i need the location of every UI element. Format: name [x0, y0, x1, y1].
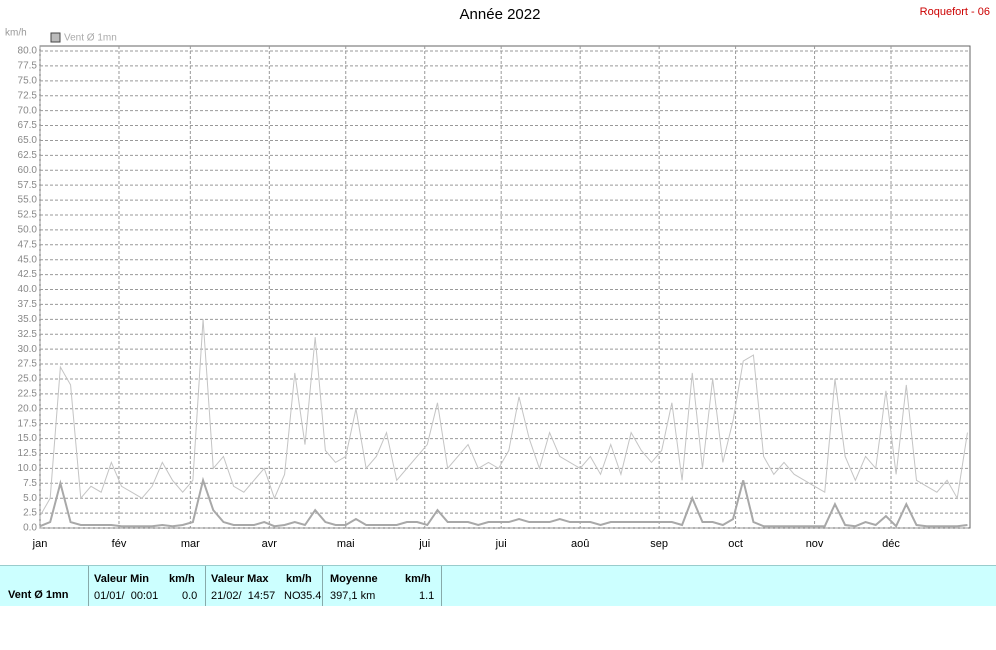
y-tick-label: 5.0 — [23, 493, 37, 504]
y-tick-label: 57.5 — [18, 180, 38, 191]
chart-title: Année 2022 — [460, 6, 541, 23]
y-tick-label: 20.0 — [18, 403, 38, 414]
chart: Année 2022 Roquefort - 06 km/h Vent Ø 1m… — [5, 6, 990, 550]
y-tick-label: 62.5 — [18, 150, 38, 161]
y-tick-label: 65.0 — [18, 135, 38, 146]
min-value: 0.0 — [182, 590, 198, 602]
y-tick-label: 12.5 — [18, 448, 38, 459]
series-line — [39, 476, 968, 528]
y-tick-label: 2.5 — [23, 508, 37, 519]
max-unit: km/h — [286, 573, 312, 585]
x-tick-label: aoû — [571, 538, 589, 550]
y-tick-label: 37.5 — [18, 299, 38, 310]
footer-cell: Moyenne km/h 397,1 km 1.1 — [323, 566, 442, 606]
x-tick-label: sep — [650, 538, 668, 550]
x-tick-label: oct — [728, 538, 743, 550]
x-tick-label: mai — [337, 538, 355, 550]
y-tick-label: 80.0 — [18, 46, 38, 57]
mean-title: Moyenne — [330, 573, 378, 585]
y-tick-label: 10.0 — [18, 463, 38, 474]
mean-value: 1.1 — [419, 590, 435, 602]
footer-cell: Valeur Max km/h 21/02/ 14:57 NO 35.4 — [206, 566, 323, 606]
y-tick-label: 60.0 — [18, 165, 38, 176]
mean-distance: 397,1 km — [330, 590, 376, 602]
y-tick-label: 67.5 — [18, 120, 38, 131]
series-line — [39, 319, 968, 517]
footer-cell: Valeur Min km/h 01/01/ 00:01 0.0 — [89, 566, 206, 606]
y-tick-label: 7.5 — [23, 478, 37, 489]
x-tick-label: jan — [32, 538, 48, 550]
min-title: Valeur Min — [94, 573, 150, 585]
legend-swatch — [50, 32, 61, 43]
y-tick-label: 77.5 — [18, 61, 38, 72]
y-tick-label: 55.0 — [18, 195, 38, 206]
mean-unit: km/h — [405, 573, 431, 585]
y-tick-label: 0.0 — [23, 523, 37, 534]
y-tick-label: 45.0 — [18, 254, 38, 265]
min-unit: km/h — [169, 573, 195, 585]
x-tick-label: mar — [181, 538, 200, 550]
y-tick-label: 47.5 — [18, 239, 38, 250]
x-tick-label: avr — [262, 538, 278, 550]
y-tick-label: 30.0 — [18, 344, 38, 355]
y-tick-label: 27.5 — [18, 359, 38, 370]
x-tick-label: jui — [495, 538, 507, 550]
max-direction: NO — [284, 590, 301, 602]
y-tick-label: 17.5 — [18, 418, 38, 429]
y-tick-label: 52.5 — [18, 210, 38, 221]
legend-label: Vent Ø 1mn — [64, 33, 117, 44]
x-tick-label: jui — [418, 538, 430, 550]
y-tick-label: 40.0 — [18, 284, 38, 295]
x-tick-label: déc — [882, 538, 900, 550]
y-tick-label: 25.0 — [18, 374, 38, 385]
x-tick-label: fév — [112, 538, 127, 550]
plot-frame — [39, 45, 971, 529]
footer: Vent Ø 1mn Valeur Min km/h 01/01/ 00:01 … — [0, 565, 996, 606]
y-tick-label: 50.0 — [18, 225, 38, 236]
y-axis-label: km/h — [5, 28, 27, 39]
x-tick-label: nov — [806, 538, 824, 550]
page: Année 2022 Roquefort - 06 km/h Vent Ø 1m… — [0, 5, 996, 606]
y-tick-label: 15.0 — [18, 433, 38, 444]
y-tick-label: 22.5 — [18, 388, 38, 399]
min-date: 01/01/ 00:01 — [94, 590, 159, 602]
y-tick-label: 70.0 — [18, 105, 38, 116]
y-tick-label: 75.0 — [18, 75, 38, 86]
y-tick-label: 42.5 — [18, 269, 38, 280]
max-date: 21/02/ 14:57 — [211, 590, 276, 602]
y-tick-label: 35.0 — [18, 314, 38, 325]
max-title: Valeur Max — [211, 573, 269, 585]
max-value: 35.4 — [300, 590, 322, 602]
station: Roquefort - 06 — [920, 6, 990, 18]
footer-label: Vent Ø 1mn — [8, 589, 69, 601]
y-tick-label: 72.5 — [18, 90, 38, 101]
footer-cell: Vent Ø 1mn — [0, 566, 89, 606]
y-tick-label: 32.5 — [18, 329, 38, 340]
